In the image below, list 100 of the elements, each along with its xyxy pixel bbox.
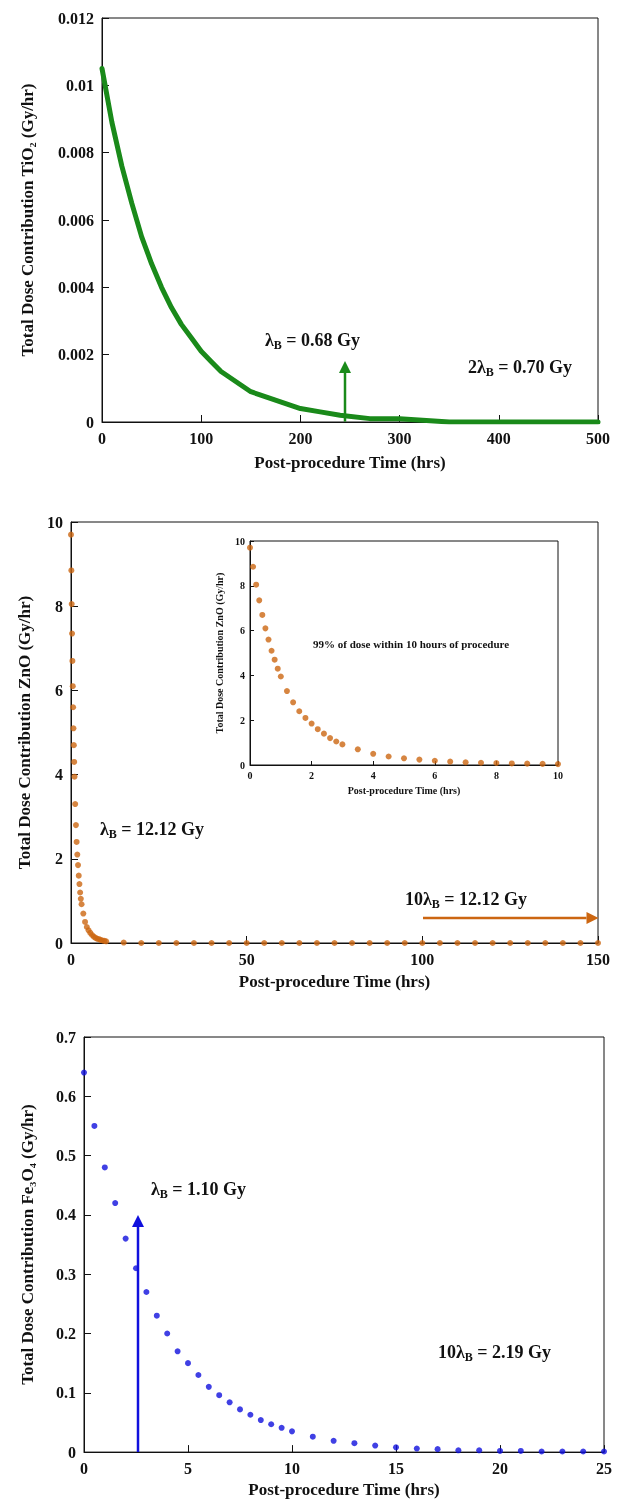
point [205, 1383, 212, 1390]
point [416, 756, 423, 763]
point [290, 699, 297, 706]
point [257, 1417, 264, 1424]
x-tick-label: 10 [553, 769, 563, 781]
y-tick-label: 10 [235, 535, 245, 547]
x-tick-label: 150 [586, 950, 610, 968]
point [253, 581, 260, 588]
y-tick-label: 0.3 [56, 1265, 76, 1283]
point [327, 735, 334, 742]
point [524, 760, 531, 767]
y-tick-label: 6 [55, 681, 63, 699]
point [333, 738, 340, 745]
x-tick-label: 2 [309, 769, 315, 781]
point [278, 1424, 285, 1431]
y-tick-label: 0.6 [56, 1087, 76, 1105]
point [351, 1440, 358, 1447]
point [302, 714, 309, 721]
point [559, 1448, 566, 1455]
x-axis-title: Post-procedure Time (hrs) [254, 453, 446, 472]
y-tick-label: 8 [240, 580, 245, 592]
x-axis-title: Post-procedure Time (hrs) [238, 972, 431, 991]
point [539, 760, 546, 767]
y-tick-label: 0.7 [56, 1028, 76, 1046]
y-tick-label: 6 [240, 625, 245, 637]
x-tick-label: 500 [586, 429, 610, 447]
point [601, 1448, 607, 1455]
point [259, 611, 266, 618]
point [478, 759, 484, 766]
x-tick-label: 50 [238, 950, 255, 968]
point [309, 1433, 316, 1440]
point [330, 1437, 337, 1444]
y-tick-label: 0 [240, 759, 245, 771]
point [164, 1330, 171, 1337]
point [283, 688, 290, 695]
point [274, 665, 281, 672]
point [277, 673, 284, 680]
point [296, 708, 303, 715]
y-axis-title: Total Dose Contribution TiO₂ (Gy/hr) [18, 83, 37, 357]
y-tick-label: 0.4 [56, 1206, 76, 1224]
point [372, 1442, 379, 1449]
x-tick-label: 0 [98, 429, 106, 447]
point [413, 1445, 420, 1452]
x-tick-label: 6 [432, 769, 438, 781]
point [143, 1288, 150, 1295]
point [339, 741, 346, 748]
point [517, 1447, 524, 1454]
x-axis-title: Post-procedure Time (hrs) [248, 1480, 440, 1499]
y-axis-title: Total Dose Contribution ZnO (Gy/hr) [213, 572, 226, 734]
point [237, 1406, 243, 1413]
point [370, 750, 377, 757]
x-tick-label: 400 [486, 429, 511, 447]
y-tick-label: 0.002 [58, 346, 94, 364]
y-tick-label: 10 [47, 513, 63, 531]
point [289, 1428, 295, 1435]
point [91, 1122, 98, 1129]
point [122, 1235, 129, 1242]
y-tick-label: 0.008 [58, 144, 94, 162]
point [101, 1164, 108, 1171]
y-axis-title: Total Dose Contribution Fe₃O₄ (Gy/hr) [18, 1104, 37, 1385]
y-tick-label: 0 [68, 1443, 76, 1461]
y-tick-label: 2 [240, 714, 245, 726]
point [431, 757, 438, 764]
point [385, 753, 392, 760]
point [174, 1348, 181, 1355]
y-axis-title: Total Dose Contribution ZnO (Gy/hr) [15, 595, 34, 870]
annotation: 99% of dose within 10 hours of procedure [313, 637, 510, 650]
point [153, 1312, 160, 1319]
point [216, 1392, 223, 1399]
y-tick-label: 2 [55, 850, 63, 868]
point [250, 563, 257, 570]
point [434, 1446, 441, 1453]
x-tick-label: 10 [284, 1459, 300, 1477]
point [256, 597, 263, 604]
y-tick-label: 0 [55, 934, 63, 952]
point [455, 1447, 462, 1454]
point [476, 1447, 483, 1454]
point [268, 1421, 275, 1428]
point [508, 760, 515, 767]
point [314, 726, 321, 733]
point [265, 636, 272, 643]
x-tick-label: 300 [387, 429, 412, 447]
y-tick-label: 8 [55, 597, 63, 615]
x-axis-title: Post-procedure Time (hrs) [347, 784, 461, 797]
point [271, 656, 278, 663]
x-tick-label: 8 [493, 769, 499, 781]
point [247, 1411, 254, 1418]
x-tick-label: 5 [184, 1459, 192, 1477]
x-tick-label: 200 [288, 429, 313, 447]
y-tick-label: 0.2 [56, 1325, 76, 1342]
x-tick-label: 100 [189, 429, 214, 447]
point [538, 1448, 545, 1455]
point [308, 720, 315, 727]
point [354, 746, 361, 753]
point [580, 1448, 587, 1455]
y-tick-label: 4 [240, 669, 245, 681]
y-tick-label: 0 [86, 413, 94, 431]
point [195, 1372, 202, 1379]
point [447, 758, 454, 765]
y-tick-label: 0.01 [66, 76, 94, 94]
